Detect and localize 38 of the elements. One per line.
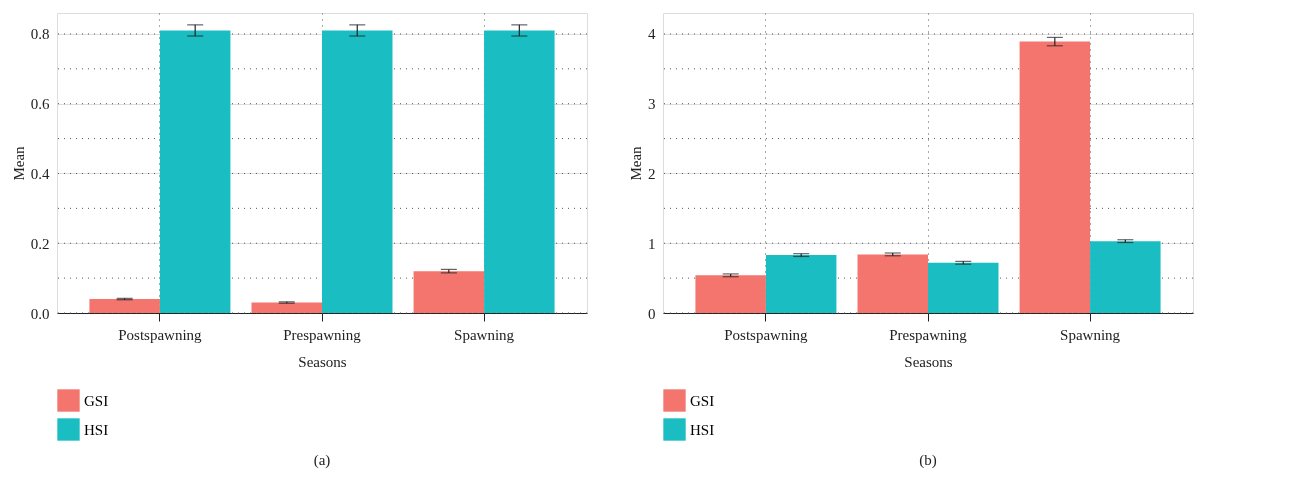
bar <box>322 30 393 313</box>
bar <box>1090 241 1161 313</box>
text: (b) <box>919 452 937 469</box>
bar <box>159 30 231 313</box>
y-axis-title: Mean <box>10 145 27 181</box>
bar <box>928 262 999 313</box>
y-axis-title: Mean <box>628 145 644 181</box>
bar <box>695 275 766 313</box>
y-tick-label: 1 <box>648 235 656 252</box>
y-tick-label: 0.0 <box>30 305 50 322</box>
x-axis-title: Seasons <box>904 353 953 370</box>
y-tick-label: 4 <box>648 26 656 43</box>
y-tick-label: 0.6 <box>30 96 50 113</box>
x-tick-label: Prespawning <box>283 326 362 343</box>
y-tick-label: 0.8 <box>30 26 50 43</box>
legend-label: GSI <box>690 392 715 409</box>
bar <box>484 30 555 313</box>
y-tick-label: 0.4 <box>30 165 50 182</box>
x-tick-label: Postspawning <box>118 326 203 343</box>
bar <box>1019 41 1091 313</box>
x-axis-title: Seasons <box>298 353 347 370</box>
bar <box>857 254 928 313</box>
x-tick-label: Postspawning <box>724 326 809 343</box>
bar <box>765 255 837 313</box>
y-tick-label: 2 <box>648 165 656 182</box>
x-tick-label: Spawning <box>454 326 515 343</box>
y-tick-label: 3 <box>648 96 656 113</box>
bar <box>413 271 485 313</box>
legend-label: HSI <box>690 421 715 438</box>
bar <box>89 299 160 313</box>
y-tick-label: 0.2 <box>30 235 50 252</box>
legend-label: GSI <box>84 392 109 409</box>
text: (a) <box>313 452 331 469</box>
legend-label: HSI <box>84 421 109 438</box>
y-tick-label: 0 <box>648 305 656 322</box>
x-tick-label: Spawning <box>1060 326 1121 343</box>
x-tick-label: Prespawning <box>889 326 968 343</box>
bar <box>251 302 322 313</box>
